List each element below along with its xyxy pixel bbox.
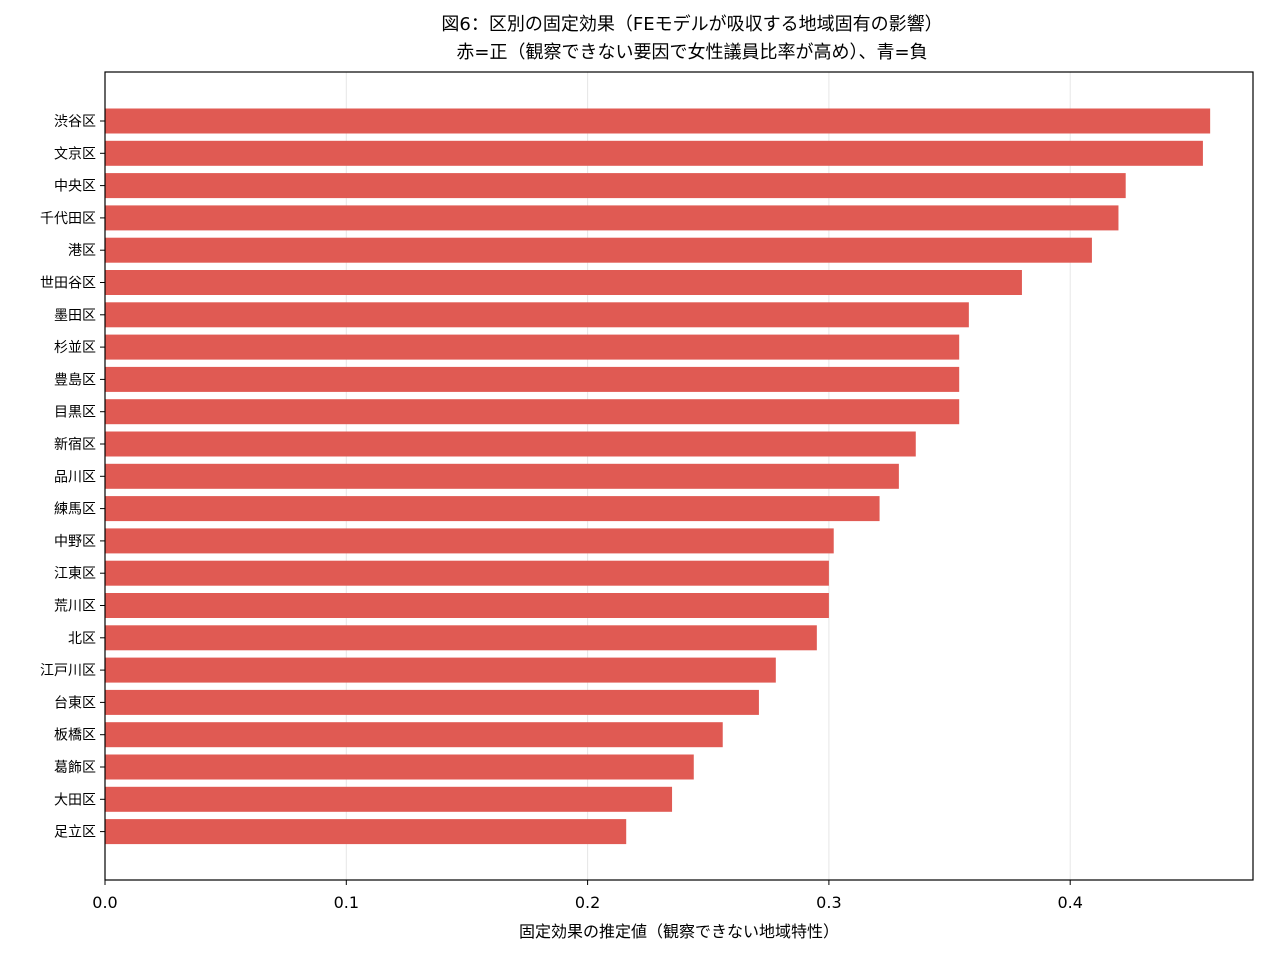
- y-tick-label: 江東区: [54, 566, 96, 582]
- bars: [105, 108, 1211, 845]
- y-tick-label: 荒川区: [54, 599, 96, 615]
- x-tick-label: 0.1: [334, 893, 359, 912]
- bar: [105, 205, 1119, 231]
- bar: [105, 302, 969, 328]
- bar: [105, 689, 759, 715]
- bar: [105, 270, 1022, 295]
- y-tick-label: 杉並区: [54, 340, 96, 356]
- y-tick-label: 渋谷区: [54, 114, 96, 130]
- y-tick-label: 千代田区: [40, 211, 96, 227]
- bar: [105, 754, 694, 780]
- bar: [105, 657, 776, 683]
- y-tick-label: 中野区: [54, 534, 96, 550]
- bar: [105, 819, 627, 845]
- bar: [105, 237, 1092, 263]
- y-tick-label: 練馬区: [54, 502, 96, 518]
- bar: [105, 173, 1126, 199]
- bar: [105, 593, 829, 618]
- bar: [105, 560, 829, 586]
- y-tick-label: 港区: [68, 243, 96, 259]
- bar: [105, 140, 1203, 166]
- bar: [105, 334, 960, 360]
- bar: [105, 431, 916, 457]
- bar: [105, 786, 673, 812]
- bar: [105, 528, 834, 554]
- chart-title-line2: 赤=正（観察できない要因で女性議員比率が高め）、青=負: [456, 42, 927, 63]
- y-tick-label: 北区: [68, 631, 96, 647]
- x-axis-label: 固定効果の推定値（観察できない地域特性）: [519, 922, 839, 941]
- bar: [105, 496, 880, 522]
- bar: [105, 366, 960, 392]
- y-tick-label: 台東区: [54, 695, 96, 711]
- y-tick-label: 板橋区: [54, 728, 96, 744]
- y-tick-label: 世田谷区: [40, 276, 96, 292]
- y-tick-label: 中央区: [54, 179, 96, 195]
- bar: [105, 722, 723, 748]
- bar: [105, 625, 817, 651]
- bar: [105, 108, 1211, 134]
- y-tick-label: 江戸川区: [40, 663, 96, 679]
- bar: [105, 399, 960, 425]
- x-tick-label: 0.0: [92, 893, 117, 912]
- y-tick-label: 大田区: [54, 792, 96, 808]
- y-tick-label: 目黒区: [54, 405, 96, 421]
- y-tick-label: 品川区: [54, 469, 96, 485]
- y-tick-label: 文京区: [54, 146, 96, 162]
- x-tick-label: 0.2: [575, 893, 600, 912]
- y-tick-label: 新宿区: [54, 436, 96, 453]
- bar: [105, 463, 899, 489]
- y-tick-label: 足立区: [54, 825, 96, 841]
- y-tick-label: 墨田区: [54, 308, 96, 324]
- x-tick-label: 0.4: [1057, 893, 1082, 912]
- x-axis-ticks: 0.0 0.1 0.2 0.3 0.4: [92, 880, 1083, 912]
- y-tick-label: 豊島区: [54, 372, 96, 388]
- y-tick-label: 葛飾区: [54, 760, 96, 776]
- x-tick-label: 0.3: [816, 893, 841, 912]
- chart-title-line1: 図6：区別の固定効果（FEモデルが吸収する地域固有の影響）: [441, 14, 942, 35]
- y-axis-ticks: 渋谷区文京区中央区千代田区港区世田谷区墨田区杉並区豊島区目黒区新宿区品川区練馬区…: [40, 114, 105, 841]
